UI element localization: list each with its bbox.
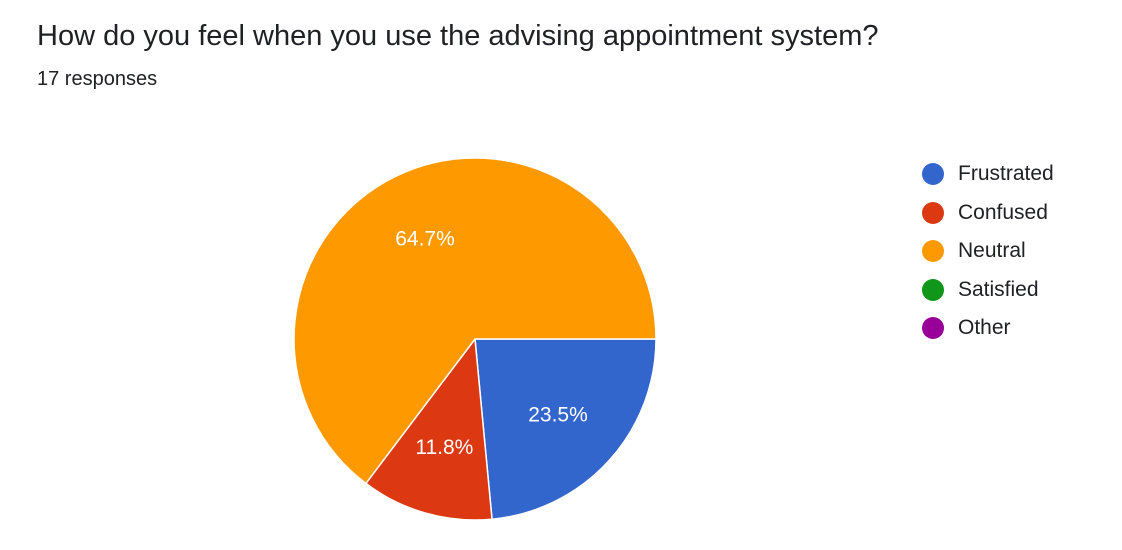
legend-label: Confused <box>958 200 1048 224</box>
legend-label: Satisfied <box>958 277 1039 301</box>
legend-item-other: Other <box>922 309 1054 348</box>
question-title: How do you feel when you use the advisin… <box>37 20 879 52</box>
legend-swatch-icon <box>922 278 944 301</box>
pie-data-label-neutral: 64.7% <box>395 228 455 251</box>
legend-label: Other <box>958 316 1011 340</box>
legend-swatch-icon <box>922 163 944 186</box>
legend-swatch-icon <box>922 201 944 224</box>
legend-label: Neutral <box>958 239 1026 263</box>
pie-data-label-frustrated: 23.5% <box>528 404 588 427</box>
legend-item-satisfied: Satisfied <box>922 271 1054 310</box>
legend-swatch-icon <box>922 240 944 263</box>
pie-slice-confused <box>364 337 493 521</box>
legend-item-neutral: Neutral <box>922 232 1054 271</box>
pie-data-label-confused: 11.8% <box>415 436 473 459</box>
legend-item-confused: Confused <box>922 194 1054 233</box>
response-count: 17 responses <box>37 68 158 90</box>
pie-slice-neutral <box>293 157 657 485</box>
legend-item-frustrated: Frustrated <box>922 155 1054 194</box>
chart-legend: Frustrated Confused Neutral Satisfied Other <box>922 155 1054 348</box>
legend-label: Frustrated <box>958 162 1054 186</box>
legend-swatch-icon <box>922 317 944 340</box>
pie-slice-frustrated <box>474 338 657 521</box>
